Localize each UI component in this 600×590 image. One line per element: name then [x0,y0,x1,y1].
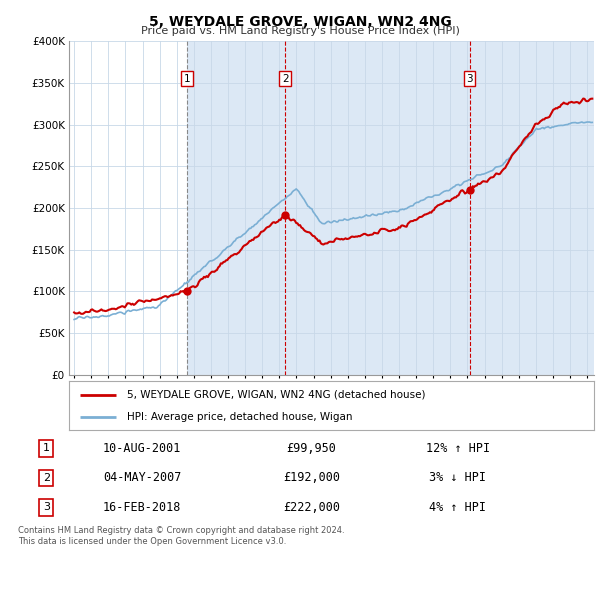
Text: 2: 2 [43,473,50,483]
Text: 5, WEYDALE GROVE, WIGAN, WN2 4NG: 5, WEYDALE GROVE, WIGAN, WN2 4NG [149,15,451,29]
Text: 4% ↑ HPI: 4% ↑ HPI [430,501,487,514]
Text: £222,000: £222,000 [283,501,340,514]
Text: 3: 3 [466,74,473,84]
Bar [285,41,470,375]
Text: 3: 3 [43,503,50,512]
Text: 3% ↓ HPI: 3% ↓ HPI [430,471,487,484]
Text: 1: 1 [184,74,190,84]
Text: 04-MAY-2007: 04-MAY-2007 [103,471,181,484]
Bar [187,41,285,375]
Text: £99,950: £99,950 [286,442,336,455]
Text: 1: 1 [43,444,50,453]
Text: 2: 2 [282,74,289,84]
Bar [470,41,594,375]
Text: £192,000: £192,000 [283,471,340,484]
Text: 16-FEB-2018: 16-FEB-2018 [103,501,181,514]
Text: 12% ↑ HPI: 12% ↑ HPI [426,442,490,455]
Text: 10-AUG-2001: 10-AUG-2001 [103,442,181,455]
Text: 5, WEYDALE GROVE, WIGAN, WN2 4NG (detached house): 5, WEYDALE GROVE, WIGAN, WN2 4NG (detach… [127,389,425,399]
Text: Price paid vs. HM Land Registry's House Price Index (HPI): Price paid vs. HM Land Registry's House … [140,26,460,36]
Text: HPI: Average price, detached house, Wigan: HPI: Average price, detached house, Wiga… [127,412,352,422]
Text: Contains HM Land Registry data © Crown copyright and database right 2024.
This d: Contains HM Land Registry data © Crown c… [18,526,344,546]
